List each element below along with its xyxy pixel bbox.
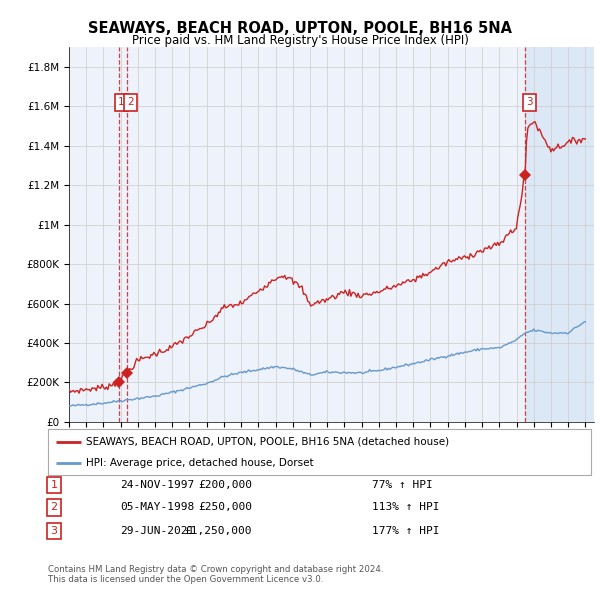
Text: SEAWAYS, BEACH ROAD, UPTON, POOLE, BH16 5NA: SEAWAYS, BEACH ROAD, UPTON, POOLE, BH16 … <box>88 21 512 35</box>
Text: 1: 1 <box>118 97 125 107</box>
Text: 1: 1 <box>50 480 58 490</box>
Text: Contains HM Land Registry data © Crown copyright and database right 2024.
This d: Contains HM Land Registry data © Crown c… <box>48 565 383 584</box>
Text: 2: 2 <box>128 97 134 107</box>
Text: 3: 3 <box>50 526 58 536</box>
Text: 2: 2 <box>50 503 58 512</box>
Bar <box>525 47 594 422</box>
Text: 77% ↑ HPI: 77% ↑ HPI <box>372 480 433 490</box>
Text: Price paid vs. HM Land Registry's House Price Index (HPI): Price paid vs. HM Land Registry's House … <box>131 34 469 47</box>
Text: 3: 3 <box>526 97 532 107</box>
Text: 113% ↑ HPI: 113% ↑ HPI <box>372 503 439 512</box>
Text: £200,000: £200,000 <box>198 480 252 490</box>
Text: SEAWAYS, BEACH ROAD, UPTON, POOLE, BH16 5NA (detached house): SEAWAYS, BEACH ROAD, UPTON, POOLE, BH16 … <box>86 437 449 447</box>
Text: 177% ↑ HPI: 177% ↑ HPI <box>372 526 439 536</box>
Text: 29-JUN-2021: 29-JUN-2021 <box>120 526 194 536</box>
Text: £250,000: £250,000 <box>198 503 252 512</box>
Text: 24-NOV-1997: 24-NOV-1997 <box>120 480 194 490</box>
Text: HPI: Average price, detached house, Dorset: HPI: Average price, detached house, Dors… <box>86 458 314 468</box>
Text: 05-MAY-1998: 05-MAY-1998 <box>120 503 194 512</box>
Text: £1,250,000: £1,250,000 <box>185 526 252 536</box>
